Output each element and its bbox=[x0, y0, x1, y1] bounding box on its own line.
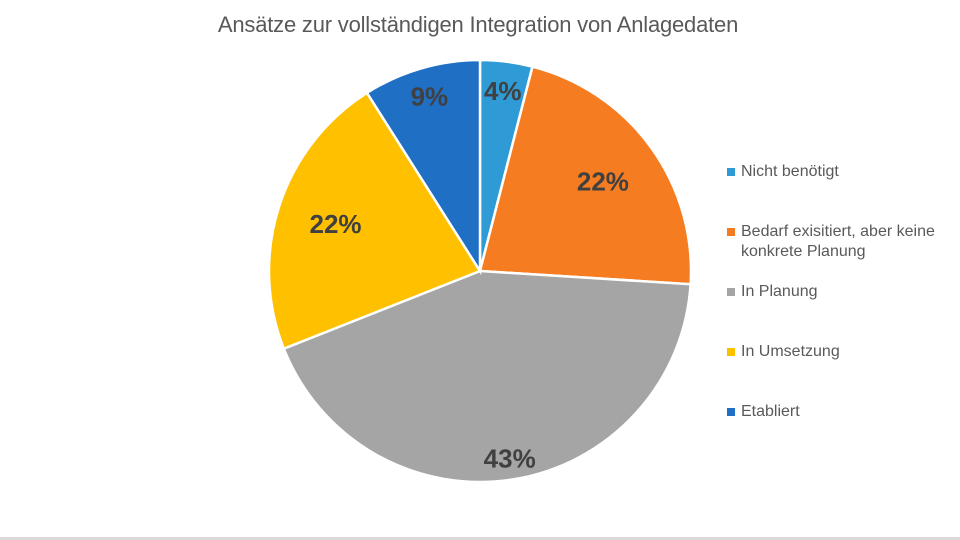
pie-slice-etabliert bbox=[365, 58, 482, 276]
legend-swatch bbox=[727, 168, 735, 176]
data-label-bedarf-exisitiert-aber-keine-konkrete-planung: 22% bbox=[577, 167, 629, 197]
legend-item-bedarf-exisitiert-aber-keine-konkrete-planung: Bedarf exisitiert, aber keine konkrete P… bbox=[727, 222, 960, 262]
legend-label: Bedarf exisitiert, aber keine konkrete P… bbox=[741, 223, 935, 260]
legend-item-etabliert: Etabliert bbox=[727, 402, 960, 422]
legend-label: In Planung bbox=[741, 283, 818, 300]
data-label-nicht-ben-tigt: 4% bbox=[484, 76, 522, 106]
legend-item-in-planung: In Planung bbox=[727, 282, 960, 302]
bottom-border bbox=[0, 537, 960, 540]
pie-slice-in-umsetzung bbox=[267, 91, 482, 351]
legend-swatch bbox=[727, 348, 735, 356]
legend-swatch bbox=[727, 228, 735, 236]
data-label-etabliert: 9% bbox=[411, 82, 449, 112]
data-label-in-planung: 43% bbox=[484, 444, 536, 474]
legend-label: In Umsetzung bbox=[741, 343, 840, 360]
legend-item-nicht-ben-tigt: Nicht benötigt bbox=[727, 162, 960, 182]
legend-swatch bbox=[727, 408, 735, 416]
legend: Nicht benötigt Bedarf exisitiert, aber ke… bbox=[727, 162, 960, 462]
chart-title: Ansätze zur vollständigen Integration vo… bbox=[217, 12, 739, 37]
pie-slice-bedarf-exisitiert-aber-keine-konkrete-planung bbox=[478, 65, 693, 286]
legend-label: Etabliert bbox=[741, 403, 800, 420]
pie-slice-in-planung bbox=[282, 269, 692, 484]
legend-label: Nicht benötigt bbox=[741, 163, 839, 180]
legend-swatch bbox=[727, 288, 735, 296]
legend-item-in-umsetzung: In Umsetzung bbox=[727, 342, 960, 362]
data-label-in-umsetzung: 22% bbox=[309, 209, 361, 239]
